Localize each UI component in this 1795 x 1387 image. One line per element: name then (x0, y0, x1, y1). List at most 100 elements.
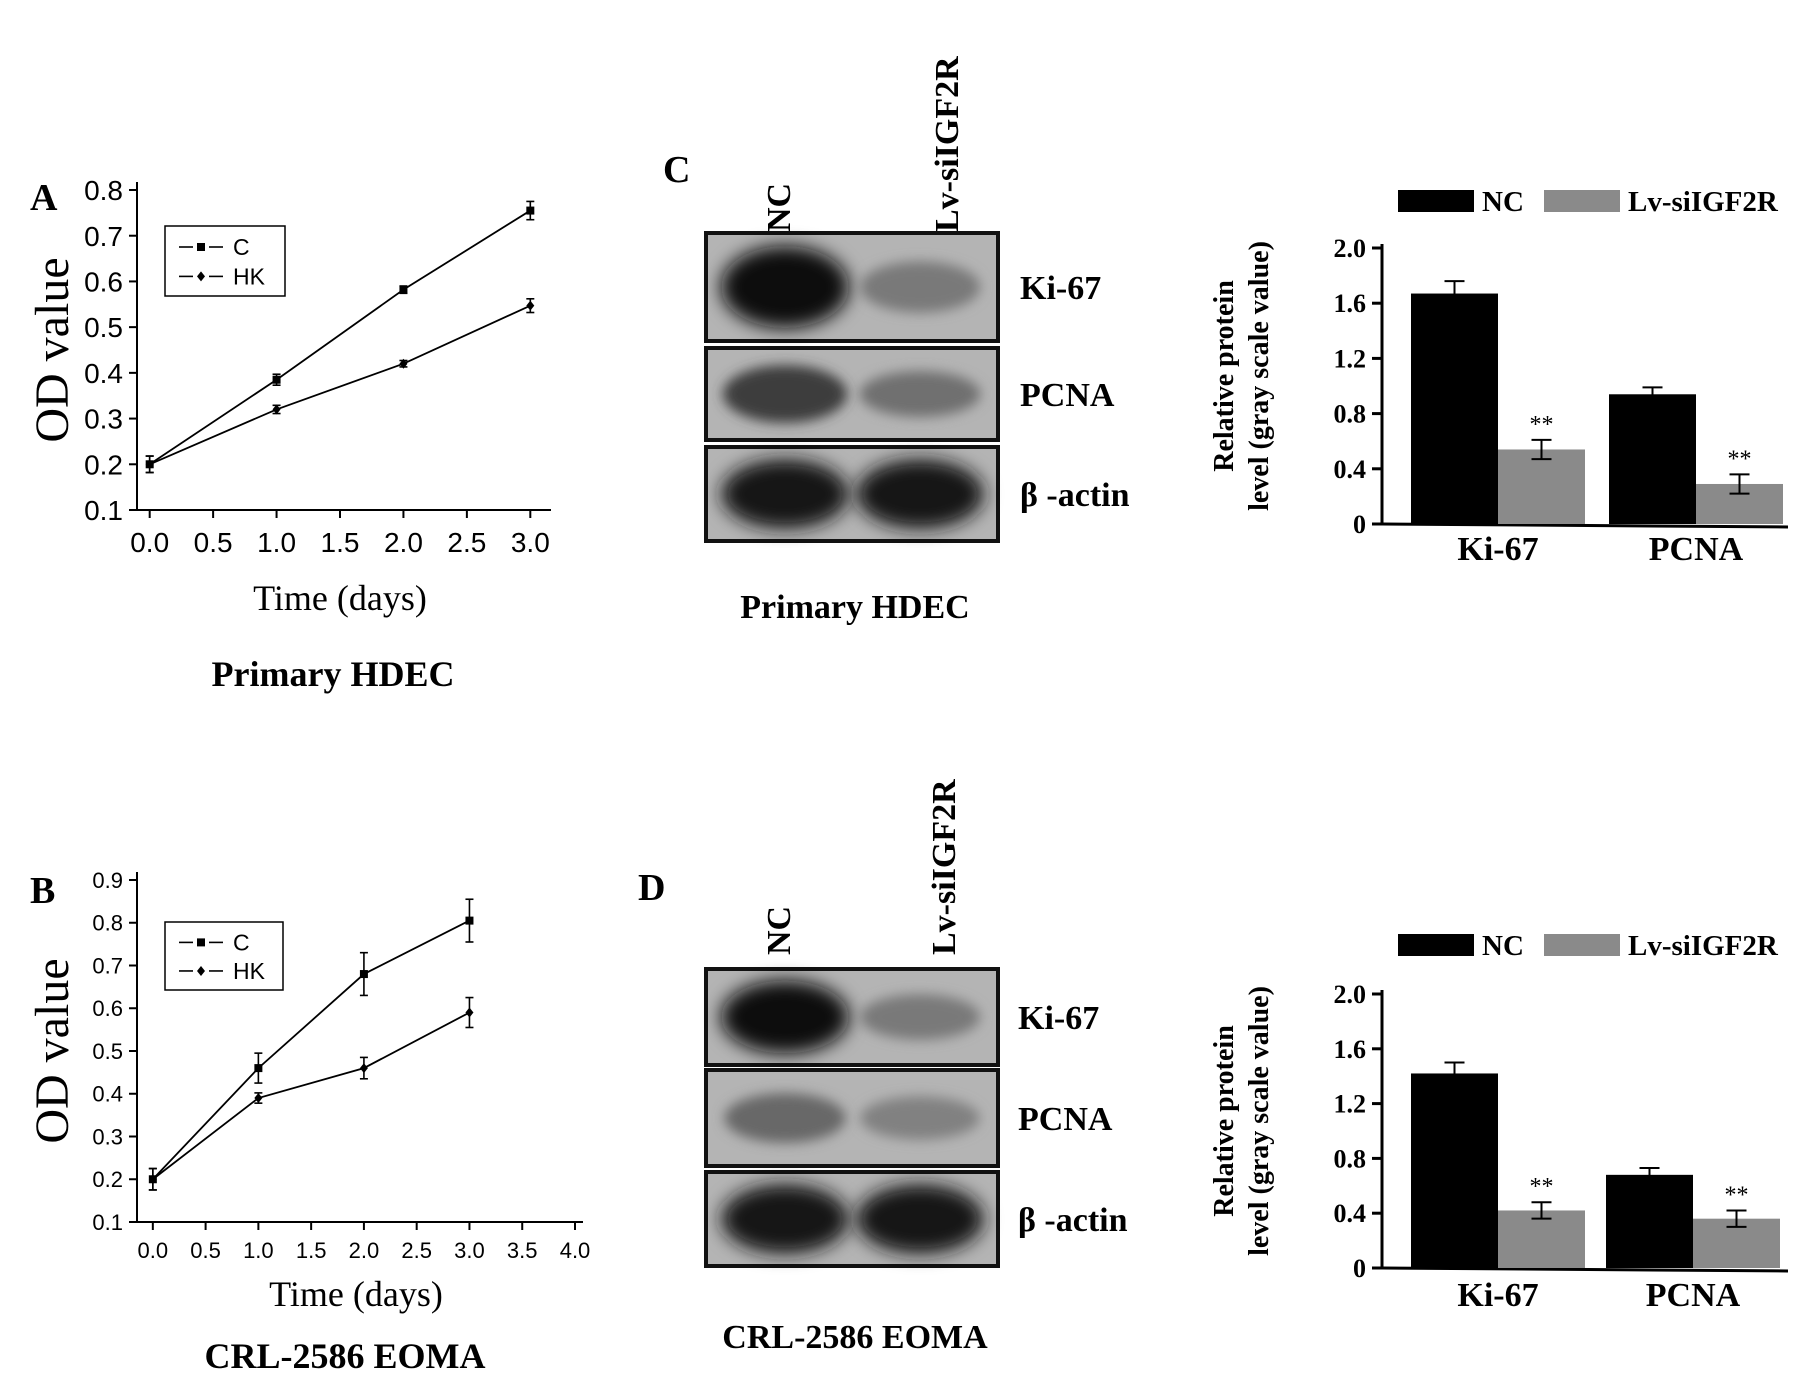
legend-label-nc: NC (1482, 930, 1524, 962)
legend-box (164, 921, 284, 991)
category-label: PCNA (1649, 531, 1744, 568)
y-tick-label: 0.7 (84, 221, 123, 252)
series-line-hk (149, 304, 531, 466)
panel-letter-c: C (663, 149, 690, 191)
y-tick-label: 0.2 (92, 1167, 123, 1192)
lane-label-lv-siigf2r: Lv-siIGF2R (926, 779, 963, 955)
legend-label-nc: NC (1482, 186, 1524, 218)
legend-label-c: C (233, 234, 250, 260)
data-point-hk (148, 1174, 157, 1185)
bar-lv-siigf2r (1498, 1210, 1585, 1268)
bar-nc (1411, 293, 1498, 524)
legend-label-lv-siigf2r: Lv-siIGF2R (1628, 930, 1779, 962)
y-tick-label: 0.3 (84, 404, 123, 435)
bar-chart-c: 0 0.4 0.8 1.2 1.6 2.0 Relative protein level (g… (1209, 186, 1789, 568)
y-tick-label: 1.6 (1334, 1035, 1367, 1064)
legend-marker-c (197, 243, 205, 251)
panel-b-caption: CRL-2586 EOMA (205, 1336, 486, 1376)
y-tick-label: 0 (1353, 1254, 1366, 1283)
legend-swatch-lv-siigf2r (1544, 190, 1620, 212)
x-tick-label: 0.5 (194, 527, 233, 558)
y-tick-label: 1.2 (1334, 344, 1367, 373)
category-label: PCNA (1646, 1277, 1741, 1314)
blot-band (859, 261, 981, 313)
blot-band (856, 1184, 984, 1254)
legend-swatch-nc (1398, 190, 1474, 212)
x-tick-label: 1.0 (257, 527, 296, 558)
x-tick-label: 0.5 (190, 1238, 221, 1263)
blot-band (721, 245, 849, 329)
blot-band (860, 1096, 980, 1140)
y-tick-label: 0.5 (92, 1039, 123, 1064)
legend-box (164, 225, 286, 297)
y-tick-label: 1.2 (1334, 1090, 1367, 1119)
blot-band (856, 459, 984, 529)
data-point-c (526, 206, 535, 215)
y-tick-label: 1.6 (1334, 289, 1367, 318)
data-point-hk (272, 404, 281, 415)
y-axis-label-line1: Relative protein (1209, 1025, 1240, 1217)
panel-a-caption: Primary HDEC (212, 654, 455, 694)
x-tick-label: 2.0 (384, 527, 423, 558)
series-line-c (149, 209, 531, 466)
data-point-hk (399, 358, 408, 369)
panel-c: C NC Lv-siIGF2R Ki-67 PCNA β -actin Primary … (663, 56, 1789, 626)
panel-letter-a: A (30, 177, 58, 219)
panel-d: D NC Lv-siIGF2R Ki-67 PCNA β -actin CRL-2586… (638, 779, 1789, 1356)
line-chart-b: 0.1 0.2 0.3 0.4 0.5 0.6 0.7 0.8 0.9 0.0 0.5 1.0 1.5 2… (26, 868, 590, 1314)
blot-band (721, 980, 849, 1054)
legend-label-hk: HK (233, 263, 266, 289)
bar-nc (1606, 1174, 1693, 1268)
significance-label: ** (1728, 446, 1752, 472)
data-point-c (465, 916, 474, 925)
y-axis-label-line2: level (gray scale value) (1244, 241, 1275, 511)
x-tick-label: 3.0 (454, 1238, 485, 1263)
legend-swatch-nc (1398, 934, 1474, 956)
legend-label-c: C (233, 929, 250, 955)
y-tick-label: 0.1 (92, 1210, 123, 1235)
y-tick-label: 2.0 (1334, 980, 1367, 1009)
y-axis-label: OD value (26, 257, 79, 442)
x-tick-label: 4.0 (560, 1238, 591, 1263)
significance-label: ** (1530, 1174, 1554, 1200)
legend-label-lv-siigf2r: Lv-siIGF2R (1628, 186, 1779, 218)
series-line-c (152, 919, 470, 1180)
y-tick-label: 0.9 (92, 868, 123, 893)
y-tick-label: 0.4 (1334, 455, 1367, 484)
lane-label-nc: NC (761, 906, 798, 955)
x-tick-label: 1.5 (296, 1238, 327, 1263)
y-tick-label: 0 (1353, 510, 1366, 539)
x-tick-label: 2.0 (349, 1238, 380, 1263)
x-tick-label: 1.5 (321, 527, 360, 558)
legend-marker-hk (197, 271, 205, 282)
lane-label-lv-siigf2r: Lv-siIGF2R (929, 56, 966, 232)
y-tick-label: 0.6 (84, 267, 123, 298)
blot-row-label: β -actin (1020, 477, 1130, 514)
lane-label-nc: NC (761, 183, 798, 232)
data-point-hk (526, 300, 535, 311)
y-tick-label: 2.0 (1334, 234, 1367, 263)
blot-row-label: Ki-67 (1018, 1000, 1099, 1037)
y-axis-label: OD value (26, 958, 79, 1143)
legend-label-hk: HK (233, 958, 266, 984)
bar-chart-d: 0 0.4 0.8 1.2 1.6 2.0 Relative protein level (g… (1209, 930, 1789, 1314)
y-axis-label-line1: Relative protein (1209, 280, 1240, 472)
panel-a: A 0.1 0.2 0.3 0.4 0.5 0.6 0.7 0.8 0.0 0.5 1.0 1.5 2.… (26, 175, 551, 694)
blot-row-label: PCNA (1018, 1101, 1113, 1138)
western-blot-c: NC Lv-siIGF2R Ki-67 PCNA β -actin (704, 56, 1130, 543)
y-tick-label: 0.8 (84, 175, 123, 206)
y-tick-label: 0.1 (84, 495, 123, 526)
category-label: Ki-67 (1457, 1277, 1538, 1314)
data-point-c (272, 375, 281, 384)
line-chart-a: 0.1 0.2 0.3 0.4 0.5 0.6 0.7 0.8 0.0 0.5 1.0 1.5 2.0 2… (26, 175, 551, 618)
blot-band (721, 459, 849, 529)
blot-band (722, 365, 848, 423)
legend-swatch-lv-siigf2r (1544, 934, 1620, 956)
significance-label: ** (1725, 1182, 1749, 1208)
x-axis (1381, 1266, 1789, 1273)
blot-row-label: β -actin (1018, 1202, 1128, 1239)
blot-band (724, 1093, 846, 1143)
x-axis (1381, 522, 1789, 529)
legend-marker-hk (197, 965, 205, 976)
